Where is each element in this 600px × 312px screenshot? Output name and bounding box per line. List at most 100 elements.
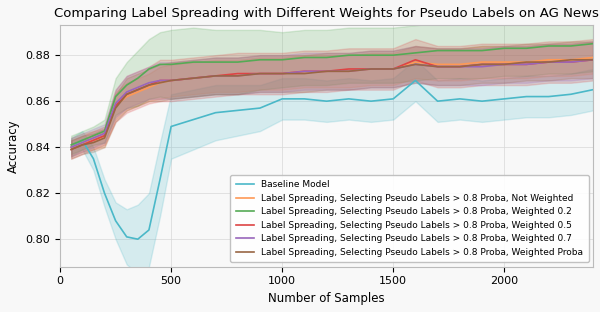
Label Spreading, Selecting Pseudo Labels > 0.8 Proba, Weighted 0.2 <box>589 42 596 46</box>
Baseline Model <box>478 99 485 103</box>
Label Spreading, Selecting Pseudo Labels > 0.8 Proba, Not Weighted <box>478 60 485 64</box>
Line: Label Spreading, Selecting Pseudo Labels > 0.8 Proba, Not Weighted: Label Spreading, Selecting Pseudo Labels… <box>71 57 593 147</box>
Label Spreading, Selecting Pseudo Labels > 0.8 Proba, Weighted 0.5 <box>412 58 419 62</box>
Label Spreading, Selecting Pseudo Labels > 0.8 Proba, Weighted Proba <box>567 58 574 62</box>
Label Spreading, Selecting Pseudo Labels > 0.8 Proba, Weighted 0.2 <box>101 129 108 133</box>
Label Spreading, Selecting Pseudo Labels > 0.8 Proba, Weighted Proba <box>79 143 86 147</box>
Label Spreading, Selecting Pseudo Labels > 0.8 Proba, Weighted Proba <box>68 148 75 151</box>
Label Spreading, Selecting Pseudo Labels > 0.8 Proba, Weighted 0.5 <box>323 69 330 73</box>
Baseline Model <box>589 88 596 91</box>
Label Spreading, Selecting Pseudo Labels > 0.8 Proba, Not Weighted <box>523 60 530 64</box>
Label Spreading, Selecting Pseudo Labels > 0.8 Proba, Weighted 0.2 <box>434 49 441 52</box>
Label Spreading, Selecting Pseudo Labels > 0.8 Proba, Weighted 0.7 <box>278 72 286 76</box>
Label Spreading, Selecting Pseudo Labels > 0.8 Proba, Weighted 0.5 <box>101 134 108 138</box>
Label Spreading, Selecting Pseudo Labels > 0.8 Proba, Weighted 0.7 <box>478 65 485 69</box>
Label Spreading, Selecting Pseudo Labels > 0.8 Proba, Weighted 0.2 <box>500 46 508 50</box>
Baseline Model <box>112 219 119 223</box>
Label Spreading, Selecting Pseudo Labels > 0.8 Proba, Weighted 0.7 <box>301 69 308 73</box>
Label Spreading, Selecting Pseudo Labels > 0.8 Proba, Not Weighted <box>500 60 508 64</box>
Y-axis label: Accuracy: Accuracy <box>7 119 20 173</box>
Baseline Model <box>367 99 374 103</box>
Label Spreading, Selecting Pseudo Labels > 0.8 Proba, Not Weighted <box>545 58 552 62</box>
Label Spreading, Selecting Pseudo Labels > 0.8 Proba, Weighted 0.2 <box>79 139 86 142</box>
Label Spreading, Selecting Pseudo Labels > 0.8 Proba, Weighted 0.2 <box>157 62 164 66</box>
Label Spreading, Selecting Pseudo Labels > 0.8 Proba, Weighted 0.7 <box>389 67 397 71</box>
Label Spreading, Selecting Pseudo Labels > 0.8 Proba, Not Weighted <box>112 104 119 108</box>
Baseline Model <box>157 178 164 181</box>
Label Spreading, Selecting Pseudo Labels > 0.8 Proba, Not Weighted <box>79 141 86 144</box>
Baseline Model <box>145 228 152 232</box>
Label Spreading, Selecting Pseudo Labels > 0.8 Proba, Weighted Proba <box>456 65 463 69</box>
Label Spreading, Selecting Pseudo Labels > 0.8 Proba, Not Weighted <box>145 85 152 89</box>
Baseline Model <box>234 109 241 112</box>
Label Spreading, Selecting Pseudo Labels > 0.8 Proba, Weighted 0.7 <box>367 67 374 71</box>
Label Spreading, Selecting Pseudo Labels > 0.8 Proba, Weighted Proba <box>545 60 552 64</box>
Label Spreading, Selecting Pseudo Labels > 0.8 Proba, Weighted Proba <box>367 67 374 71</box>
Label Spreading, Selecting Pseudo Labels > 0.8 Proba, Weighted 0.7 <box>567 60 574 64</box>
Label Spreading, Selecting Pseudo Labels > 0.8 Proba, Weighted Proba <box>478 62 485 66</box>
Label Spreading, Selecting Pseudo Labels > 0.8 Proba, Not Weighted <box>167 79 175 82</box>
Label Spreading, Selecting Pseudo Labels > 0.8 Proba, Weighted Proba <box>145 83 152 87</box>
Label Spreading, Selecting Pseudo Labels > 0.8 Proba, Weighted 0.2 <box>478 49 485 52</box>
Label Spreading, Selecting Pseudo Labels > 0.8 Proba, Weighted 0.5 <box>68 148 75 151</box>
Label Spreading, Selecting Pseudo Labels > 0.8 Proba, Not Weighted <box>90 139 97 142</box>
Label Spreading, Selecting Pseudo Labels > 0.8 Proba, Weighted 0.5 <box>478 62 485 66</box>
Label Spreading, Selecting Pseudo Labels > 0.8 Proba, Weighted 0.7 <box>212 74 219 78</box>
Label Spreading, Selecting Pseudo Labels > 0.8 Proba, Weighted 0.5 <box>523 62 530 66</box>
Label Spreading, Selecting Pseudo Labels > 0.8 Proba, Weighted 0.7 <box>412 62 419 66</box>
Label Spreading, Selecting Pseudo Labels > 0.8 Proba, Weighted 0.5 <box>567 60 574 64</box>
Label Spreading, Selecting Pseudo Labels > 0.8 Proba, Weighted Proba <box>134 88 142 91</box>
Baseline Model <box>545 95 552 99</box>
Baseline Model <box>256 106 263 110</box>
Label Spreading, Selecting Pseudo Labels > 0.8 Proba, Not Weighted <box>212 74 219 78</box>
Label Spreading, Selecting Pseudo Labels > 0.8 Proba, Weighted 0.7 <box>90 136 97 140</box>
Label Spreading, Selecting Pseudo Labels > 0.8 Proba, Weighted 0.5 <box>90 139 97 142</box>
Label Spreading, Selecting Pseudo Labels > 0.8 Proba, Weighted 0.5 <box>389 67 397 71</box>
Baseline Model <box>567 92 574 96</box>
Label Spreading, Selecting Pseudo Labels > 0.8 Proba, Not Weighted <box>101 136 108 140</box>
Label Spreading, Selecting Pseudo Labels > 0.8 Proba, Weighted 0.2 <box>134 76 142 80</box>
Label Spreading, Selecting Pseudo Labels > 0.8 Proba, Weighted 0.2 <box>123 83 130 87</box>
Label Spreading, Selecting Pseudo Labels > 0.8 Proba, Weighted 0.2 <box>389 53 397 57</box>
Label Spreading, Selecting Pseudo Labels > 0.8 Proba, Weighted 0.5 <box>545 60 552 64</box>
Label Spreading, Selecting Pseudo Labels > 0.8 Proba, Not Weighted <box>134 90 142 94</box>
Label Spreading, Selecting Pseudo Labels > 0.8 Proba, Not Weighted <box>567 58 574 62</box>
Baseline Model <box>523 95 530 99</box>
Label Spreading, Selecting Pseudo Labels > 0.8 Proba, Weighted 0.7 <box>123 90 130 94</box>
Label Spreading, Selecting Pseudo Labels > 0.8 Proba, Weighted 0.5 <box>589 58 596 62</box>
Label Spreading, Selecting Pseudo Labels > 0.8 Proba, Weighted 0.7 <box>68 145 75 149</box>
Label Spreading, Selecting Pseudo Labels > 0.8 Proba, Not Weighted <box>234 74 241 78</box>
Label Spreading, Selecting Pseudo Labels > 0.8 Proba, Weighted Proba <box>123 92 130 96</box>
Label Spreading, Selecting Pseudo Labels > 0.8 Proba, Weighted 0.2 <box>112 95 119 99</box>
Label Spreading, Selecting Pseudo Labels > 0.8 Proba, Weighted 0.2 <box>234 60 241 64</box>
Label Spreading, Selecting Pseudo Labels > 0.8 Proba, Weighted 0.5 <box>145 83 152 87</box>
Label Spreading, Selecting Pseudo Labels > 0.8 Proba, Weighted 0.5 <box>345 67 352 71</box>
Label Spreading, Selecting Pseudo Labels > 0.8 Proba, Weighted Proba <box>278 72 286 76</box>
Label Spreading, Selecting Pseudo Labels > 0.8 Proba, Weighted 0.7 <box>101 131 108 135</box>
Label Spreading, Selecting Pseudo Labels > 0.8 Proba, Weighted 0.7 <box>545 60 552 64</box>
Label Spreading, Selecting Pseudo Labels > 0.8 Proba, Weighted Proba <box>523 60 530 64</box>
Label Spreading, Selecting Pseudo Labels > 0.8 Proba, Weighted 0.7 <box>167 79 175 82</box>
Label Spreading, Selecting Pseudo Labels > 0.8 Proba, Weighted 0.5 <box>112 104 119 108</box>
Label Spreading, Selecting Pseudo Labels > 0.8 Proba, Not Weighted <box>68 145 75 149</box>
Label Spreading, Selecting Pseudo Labels > 0.8 Proba, Weighted 0.7 <box>523 62 530 66</box>
Label Spreading, Selecting Pseudo Labels > 0.8 Proba, Weighted Proba <box>101 136 108 140</box>
Label Spreading, Selecting Pseudo Labels > 0.8 Proba, Weighted Proba <box>434 65 441 69</box>
Baseline Model <box>90 157 97 161</box>
Label Spreading, Selecting Pseudo Labels > 0.8 Proba, Weighted 0.7 <box>157 79 164 82</box>
Label Spreading, Selecting Pseudo Labels > 0.8 Proba, Weighted 0.7 <box>79 141 86 144</box>
Label Spreading, Selecting Pseudo Labels > 0.8 Proba, Weighted 0.5 <box>157 79 164 82</box>
Label Spreading, Selecting Pseudo Labels > 0.8 Proba, Weighted 0.5 <box>212 74 219 78</box>
Label Spreading, Selecting Pseudo Labels > 0.8 Proba, Weighted 0.2 <box>190 60 197 64</box>
Label Spreading, Selecting Pseudo Labels > 0.8 Proba, Weighted 0.5 <box>500 62 508 66</box>
Label Spreading, Selecting Pseudo Labels > 0.8 Proba, Not Weighted <box>434 62 441 66</box>
Label Spreading, Selecting Pseudo Labels > 0.8 Proba, Not Weighted <box>278 72 286 76</box>
Label Spreading, Selecting Pseudo Labels > 0.8 Proba, Weighted 0.2 <box>345 53 352 57</box>
Label Spreading, Selecting Pseudo Labels > 0.8 Proba, Weighted 0.5 <box>256 72 263 76</box>
Label Spreading, Selecting Pseudo Labels > 0.8 Proba, Weighted 0.2 <box>68 143 75 147</box>
Line: Label Spreading, Selecting Pseudo Labels > 0.8 Proba, Weighted Proba: Label Spreading, Selecting Pseudo Labels… <box>71 60 593 149</box>
Label Spreading, Selecting Pseudo Labels > 0.8 Proba, Weighted 0.2 <box>301 56 308 59</box>
Label Spreading, Selecting Pseudo Labels > 0.8 Proba, Weighted 0.7 <box>500 62 508 66</box>
Label Spreading, Selecting Pseudo Labels > 0.8 Proba, Weighted 0.2 <box>256 58 263 62</box>
Legend: Baseline Model, Label Spreading, Selecting Pseudo Labels > 0.8 Proba, Not Weight: Baseline Model, Label Spreading, Selecti… <box>230 175 589 262</box>
